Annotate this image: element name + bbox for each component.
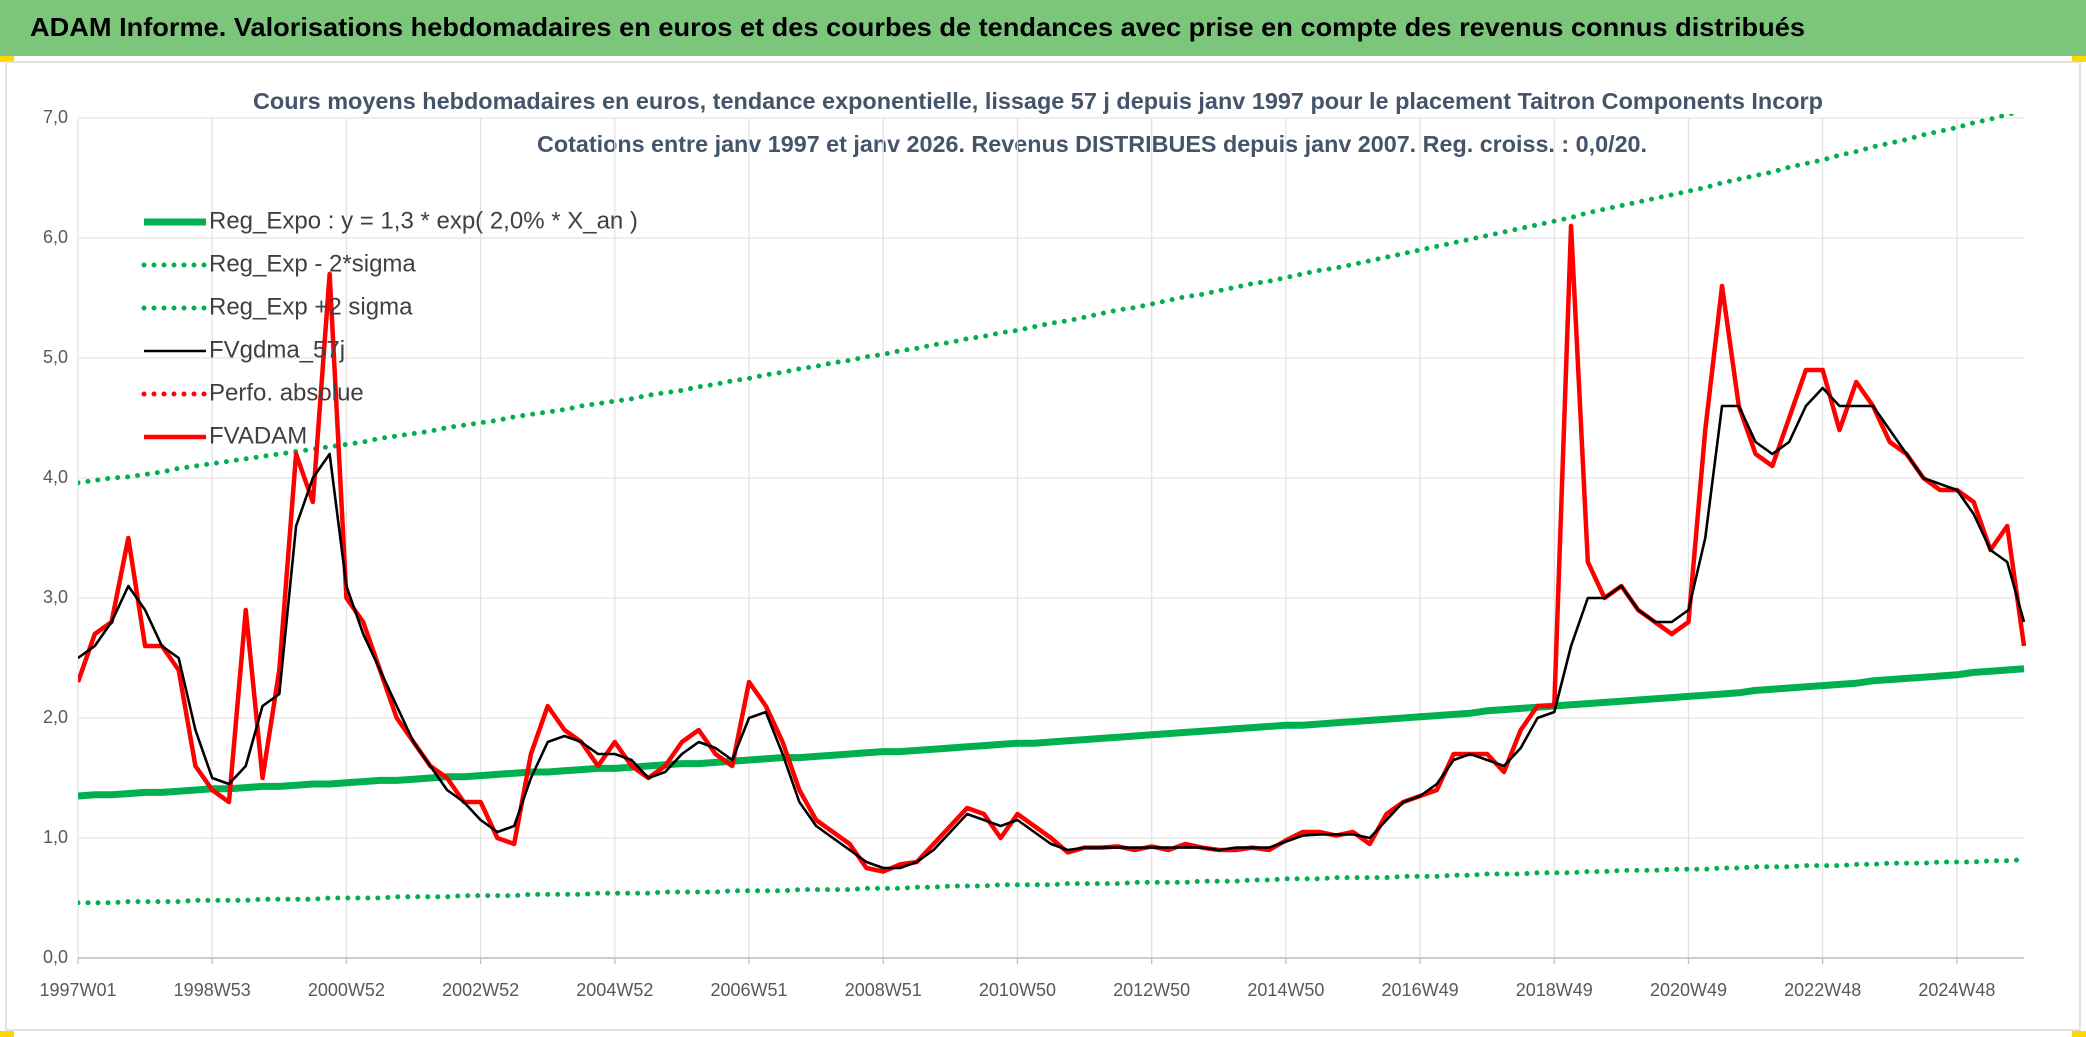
grid <box>77 117 2024 959</box>
x-tick-label: 1997W01 <box>39 980 116 1000</box>
x-tick-label: 2024W48 <box>1918 980 1995 1000</box>
y-tick-label: 0,0 <box>43 947 68 967</box>
legend: Reg_Expo : y = 1,3 * exp( 2,0% * X_an ) R… <box>141 207 638 449</box>
legend-label: Reg_Exp +2 sigma <box>209 293 413 320</box>
series-line <box>78 665 2025 800</box>
x-tick-label: 2010W50 <box>979 980 1056 1000</box>
x-tick-label: 1998W53 <box>174 980 251 1000</box>
plot-area <box>78 114 2027 906</box>
x-tick-label: 2000W52 <box>308 980 385 1000</box>
header-title: ADAM Informe. Valorisations hebdomadaire… <box>30 12 1805 42</box>
x-tick-label: 2016W49 <box>1382 980 1459 1000</box>
x-tick-label: 2022W48 <box>1784 980 1861 1000</box>
y-tick-label: 6,0 <box>43 227 68 247</box>
corner-mark <box>2072 1031 2086 1037</box>
legend-label: Perfo. absolue <box>209 379 364 406</box>
corner-mark <box>0 56 14 62</box>
header-bar <box>0 0 2086 56</box>
series-line <box>78 386 2026 870</box>
legend-label: Reg_Expo : y = 1,3 * exp( 2,0% * X_an ) <box>209 207 638 234</box>
x-tick-label: 2018W49 <box>1516 980 1593 1000</box>
series-line <box>78 114 2022 486</box>
x-tick-label: 2020W49 <box>1650 980 1727 1000</box>
series-line <box>78 223 2027 874</box>
corner-mark <box>0 1031 14 1037</box>
legend-label: Reg_Exp - 2*sigma <box>209 250 416 277</box>
x-tick-label: 2004W52 <box>576 980 653 1000</box>
y-tick-label: 3,0 <box>43 587 68 607</box>
x-tick-label: 2008W51 <box>845 980 922 1000</box>
chart-frame <box>5 61 2081 1031</box>
axes: 0,0 1,0 2,0 3,0 4,0 5,0 6,0 7,0 1997W01 1998W53 20… <box>39 107 2024 1000</box>
x-tick-label: 2002W52 <box>442 980 519 1000</box>
x-tick-label: 2006W51 <box>711 980 788 1000</box>
x-tick-label: 2012W50 <box>1113 980 1190 1000</box>
legend-label: FVADAM <box>209 422 307 449</box>
chart-subtitle: Cotations entre janv 1997 et janv 2026. … <box>537 131 1647 157</box>
y-tick-label: 5,0 <box>43 347 68 367</box>
corner-mark <box>2072 56 2086 62</box>
legend-label: FVgdma_57j <box>209 336 345 363</box>
chart-title: Cours moyens hebdomadaires en euros, ten… <box>253 88 1823 114</box>
y-tick-label: 7,0 <box>43 107 68 127</box>
y-tick-label: 4,0 <box>43 467 68 487</box>
y-tick-label: 2,0 <box>43 707 68 727</box>
x-tick-label: 2014W50 <box>1247 980 1324 1000</box>
y-tick-label: 1,0 <box>43 827 68 847</box>
